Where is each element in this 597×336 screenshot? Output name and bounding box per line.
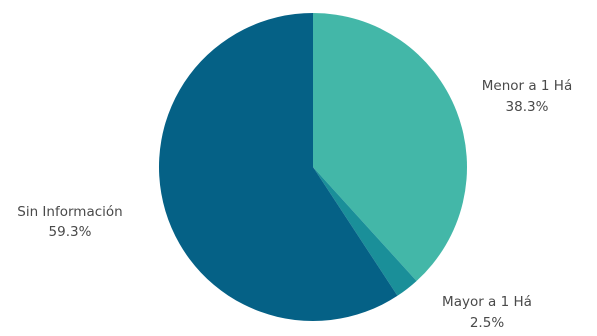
pie-slice-1	[313, 13, 468, 281]
slice-value-label-1: 38.3%	[506, 99, 549, 115]
slice-value-label-2: 2.5%	[470, 315, 504, 331]
pie-slice-3	[158, 12, 398, 321]
pie-slices	[158, 12, 468, 321]
slice-label-1: Menor a 1 Há	[482, 78, 572, 94]
pie-labels: Menor a 1 Há 38.3% Mayor a 1 Há 2.5% Sin Inf…	[17, 78, 572, 331]
slice-value-label-3: 59.3%	[49, 224, 92, 240]
slice-label-2: Mayor a 1 Há	[442, 294, 532, 310]
pie-slice-2	[313, 167, 417, 296]
slice-label-3: Sin Información	[17, 204, 122, 220]
